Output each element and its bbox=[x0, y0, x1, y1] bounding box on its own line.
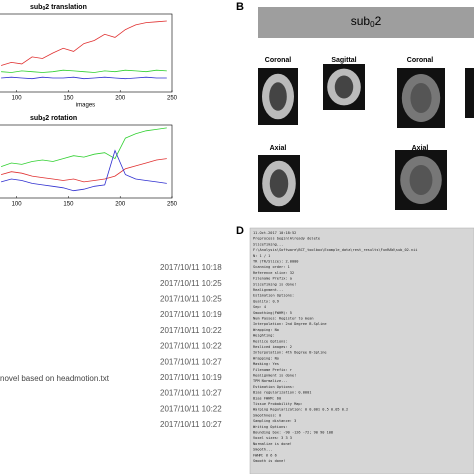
view-label: Axial bbox=[412, 145, 429, 152]
log-line: Quality: 0.9 bbox=[253, 299, 279, 303]
x-tick-label: 150 bbox=[63, 202, 74, 208]
timestamp: 2017/10/11 10:25 bbox=[160, 279, 222, 288]
series-line bbox=[1, 69, 167, 73]
title-suffix: 2 rotation bbox=[45, 115, 77, 122]
log-line: F:\Analysis\Software\BCT_toolbox\Example… bbox=[253, 248, 417, 252]
log-line: Voxel sizes: 3 3 3 bbox=[253, 436, 292, 440]
x-axis-label: images bbox=[76, 103, 95, 109]
panel-label: D bbox=[236, 225, 244, 237]
log-line: Filename Prefix: a bbox=[253, 277, 292, 281]
subject-prefix: sub bbox=[351, 14, 371, 28]
log-line: Reslice Options: bbox=[253, 339, 288, 343]
log-line: Smoothness: 0 bbox=[253, 413, 281, 417]
series-line bbox=[1, 76, 167, 80]
series-line bbox=[0, 149, 167, 192]
chart-title: sub02 rotation bbox=[30, 115, 77, 123]
log-line: Resliced images: 2 bbox=[253, 345, 292, 349]
log-line: Num Passes: Register to mean bbox=[253, 317, 314, 321]
log-line: Masking: Yes bbox=[253, 362, 279, 366]
title-subscript: 0 bbox=[42, 117, 45, 123]
log-line: Estimation Options: bbox=[253, 294, 294, 298]
x-tick-label: 200 bbox=[115, 96, 126, 102]
panel-label: B bbox=[236, 1, 244, 13]
log-line: Interpolation: 4th Degree B-Spline bbox=[253, 351, 327, 355]
log-line: Smooth... bbox=[253, 448, 272, 452]
log-line: Realignment is done! bbox=[253, 374, 296, 378]
log-line: Preprocess begin!Already delete bbox=[253, 237, 320, 241]
timestamp: 2017/10/11 10:27 bbox=[160, 389, 222, 398]
brain-inner bbox=[409, 165, 433, 195]
x-tick-label: 200 bbox=[115, 202, 126, 208]
log-line: Smooth is done! bbox=[253, 459, 285, 463]
log-line: SliceTiming is done! bbox=[253, 282, 296, 286]
log-window bbox=[249, 227, 474, 474]
view-label: Coronal bbox=[265, 57, 292, 64]
x-tick-label: 250 bbox=[167, 202, 178, 208]
series-line bbox=[0, 20, 167, 66]
timestamp: 2017/10/11 10:27 bbox=[160, 357, 222, 366]
view-label: Axial bbox=[270, 145, 287, 152]
chart-title: sub02 translation bbox=[30, 4, 87, 12]
view-label: Coronal bbox=[407, 57, 434, 64]
timestamp: 2017/10/11 10:19 bbox=[160, 373, 222, 382]
log-line: SliceTiming... bbox=[253, 242, 283, 246]
log-line: FWHM: 6 6 6 bbox=[253, 453, 277, 457]
log-line: Wrapping: No bbox=[253, 356, 279, 360]
timestamp: 2017/10/11 10:22 bbox=[160, 404, 222, 413]
log-line: Weighting: bbox=[253, 334, 275, 338]
title-subscript: 0 bbox=[42, 6, 45, 12]
subject-subscript: 0 bbox=[370, 20, 375, 29]
title-prefix: sub bbox=[30, 4, 42, 11]
log-line: Bounding box: -90 -126 -72; 90 90 108 bbox=[253, 431, 333, 435]
log-line: Filename Prefix: r bbox=[253, 368, 293, 372]
subject-bar bbox=[258, 7, 474, 38]
brain-image bbox=[465, 68, 474, 118]
timestamp: 2017/10/11 10:18 bbox=[160, 263, 222, 272]
title-prefix: sub bbox=[30, 115, 42, 122]
timestamp: 2017/10/11 10:25 bbox=[160, 295, 222, 304]
x-tick-label: 250 bbox=[167, 96, 178, 102]
x-tick-label: 100 bbox=[12, 202, 23, 208]
timestamp: 2017/10/11 10:27 bbox=[160, 420, 222, 429]
log-line: Scanning order: 1 bbox=[253, 265, 290, 269]
title-suffix: 2 translation bbox=[45, 4, 87, 11]
log-line: Normalize is done! bbox=[253, 442, 292, 446]
brain-inner bbox=[410, 83, 432, 113]
view-label: Sagittal bbox=[331, 57, 356, 64]
log-line: Interpolation: 2nd Degree B-Spline bbox=[253, 322, 327, 326]
log-line: Warping Regularization: 0 0.001 0.5 0.05… bbox=[253, 408, 348, 412]
brain-inner bbox=[269, 169, 289, 198]
brain-inner bbox=[269, 82, 287, 111]
log-line: Estimation Options: bbox=[253, 385, 294, 389]
log-line: Tissue Probability Map: bbox=[253, 402, 303, 406]
timestamp: 2017/10/11 10:19 bbox=[160, 310, 222, 319]
brain-inner bbox=[334, 75, 354, 99]
file-name: novel based on headmotion.txt bbox=[0, 374, 110, 383]
log-line: N: 1 / 1 bbox=[253, 254, 270, 258]
log-line: Realignment... bbox=[253, 288, 283, 292]
subject-name: sub02 bbox=[351, 14, 382, 29]
log-line: Bias FWHM: 60 bbox=[253, 396, 281, 400]
log-line: TPM Normalize... bbox=[253, 379, 288, 383]
log-line: Sampling distance: 3 bbox=[253, 419, 296, 423]
log-line: TR (TR/Slice): 2.0000 bbox=[253, 260, 298, 264]
subject-suffix: 2 bbox=[375, 14, 382, 28]
plot-area bbox=[0, 124, 173, 199]
plot-area bbox=[0, 13, 173, 93]
log-line: 11-Oct-2017 10:18:52 bbox=[253, 231, 296, 235]
log-line: Wrapping: No bbox=[253, 328, 279, 332]
log-line: Bias regularization: 0.0001 bbox=[253, 391, 311, 395]
log-line: Writing Options: bbox=[253, 425, 288, 429]
timestamp: 2017/10/11 10:22 bbox=[160, 326, 222, 335]
timestamp: 2017/10/11 10:22 bbox=[160, 342, 222, 351]
log-line: Reference slice: 32 bbox=[253, 271, 294, 275]
series-line bbox=[0, 158, 167, 183]
x-tick-label: 100 bbox=[12, 96, 23, 102]
x-tick-label: 150 bbox=[63, 96, 74, 102]
series-line bbox=[0, 127, 167, 167]
log-line: Sep: 4 bbox=[253, 305, 266, 309]
log-line: Smoothing(FWHM): 5 bbox=[253, 311, 292, 315]
